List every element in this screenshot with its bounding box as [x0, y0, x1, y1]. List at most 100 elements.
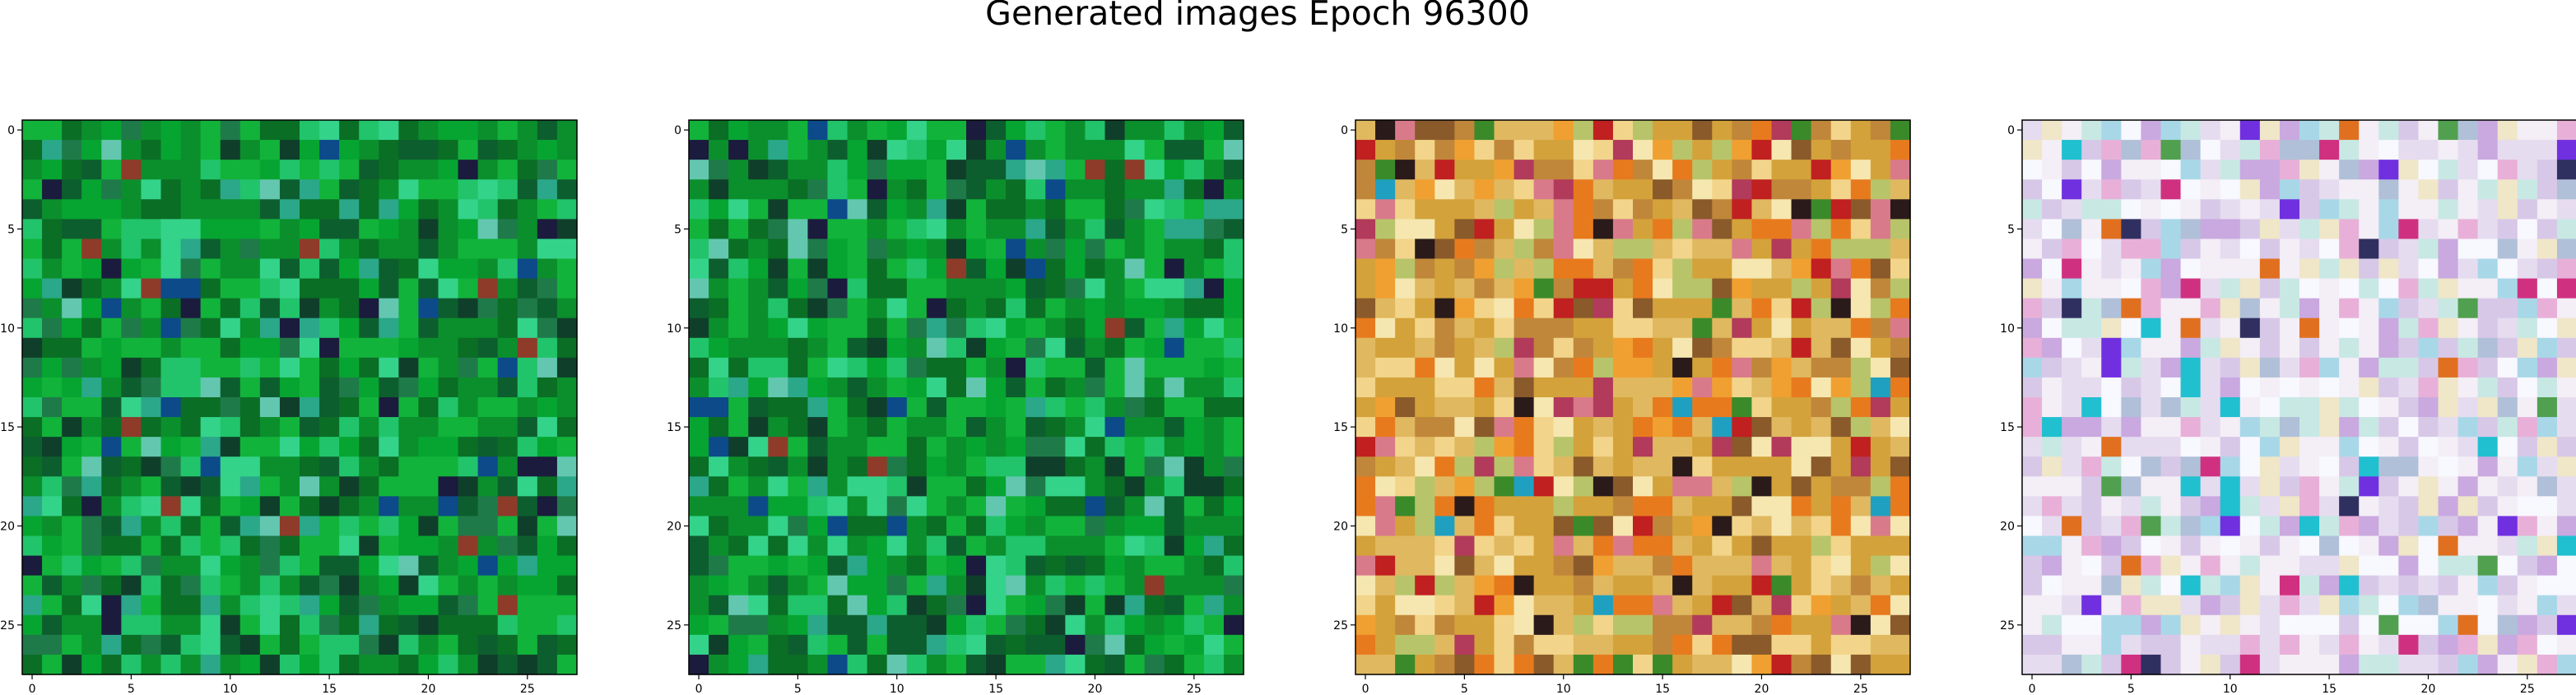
- pixel-cell: [1025, 140, 1046, 160]
- pixel-cell: [886, 179, 908, 200]
- pixel-cell: [1712, 496, 1732, 517]
- pixel-cell: [2022, 595, 2043, 616]
- pixel-cell: [1395, 219, 1416, 240]
- pixel-cell: [1514, 417, 1535, 438]
- pixel-cell: [1751, 595, 1773, 616]
- pixel-cell: [1025, 397, 1046, 418]
- pixel-cell: [906, 417, 928, 438]
- pixel-cell: [1653, 298, 1673, 319]
- pixel-cell: [300, 239, 320, 260]
- pixel-cell: [556, 555, 578, 577]
- pixel-cell: [2319, 614, 2340, 636]
- pixel-cell: [2220, 654, 2241, 675]
- pixel-cell: [886, 160, 908, 180]
- pixel-cell: [1474, 595, 1495, 616]
- pixel-cell: [2359, 456, 2379, 477]
- pixel-cell: [2438, 476, 2459, 497]
- pixel-cell: [2200, 258, 2221, 280]
- pixel-cell: [319, 555, 340, 577]
- pixel-cell: [22, 456, 43, 477]
- pixel-cell: [2536, 496, 2558, 517]
- pixel-cell: [180, 496, 202, 517]
- pixel-cell: [2200, 595, 2221, 616]
- pixel-cell: [180, 456, 202, 477]
- pixel-cell: [1553, 357, 1574, 378]
- pixel-cell: [22, 219, 43, 240]
- pixel-cell: [2457, 535, 2479, 557]
- pixel-cell: [1085, 160, 1106, 180]
- pixel-cell: [867, 357, 888, 378]
- pixel-cell: [1553, 595, 1574, 616]
- pixel-cell: [1434, 179, 1455, 200]
- pixel-cell: [1751, 258, 1773, 280]
- pixel-cell: [2497, 654, 2518, 675]
- pixel-cell: [200, 120, 221, 141]
- pixel-cell: [1573, 298, 1594, 319]
- pixel-cell: [458, 160, 479, 180]
- pixel-cell: [1633, 278, 1653, 299]
- pixel-cell: [847, 258, 868, 280]
- pixel-cell: [2180, 575, 2202, 596]
- pixel-cell: [1791, 614, 1812, 636]
- pixel-cell: [2497, 595, 2518, 616]
- pixel-cell: [2536, 654, 2558, 675]
- pixel-cell: [1355, 357, 1376, 378]
- pixel-cell: [2081, 298, 2102, 319]
- pixel-cell: [788, 595, 809, 616]
- pixel-cell: [2477, 357, 2499, 378]
- pixel-cell: [2239, 476, 2261, 497]
- pixel-cell: [1732, 476, 1753, 497]
- pixel-cell: [101, 654, 122, 675]
- pixel-cell: [2319, 535, 2340, 557]
- pixel-cell: [1514, 219, 1535, 240]
- pixel-cell: [1830, 555, 1852, 577]
- pixel-cell: [1006, 397, 1026, 418]
- pixel-cell: [2418, 357, 2439, 378]
- pixel-cell: [2160, 357, 2182, 378]
- pixel-cell: [1751, 397, 1773, 418]
- pixel-cell: [1415, 377, 1435, 398]
- pixel-cell: [200, 357, 221, 378]
- pixel-cell: [2180, 357, 2202, 378]
- pixel-cell: [2081, 417, 2102, 438]
- pixel-cell: [2279, 516, 2300, 537]
- pixel-cell: [2022, 377, 2043, 398]
- pixel-cell: [709, 437, 729, 457]
- pixel-cell: [121, 496, 142, 517]
- pixel-cell: [1045, 437, 1066, 457]
- pixel-cell: [2517, 219, 2538, 240]
- pixel-cell: [2477, 476, 2499, 497]
- pixel-cell: [2497, 575, 2518, 596]
- pixel-cell: [2497, 357, 2518, 378]
- pixel-cell: [458, 476, 479, 497]
- pixel-cell: [2220, 377, 2241, 398]
- pixel-cell: [1454, 278, 1476, 299]
- pixel-cell: [1454, 614, 1476, 636]
- pixel-cell: [200, 476, 221, 497]
- pixel-cell: [926, 337, 947, 359]
- pixel-cell: [1791, 496, 1812, 517]
- pixel-cell: [2042, 258, 2062, 280]
- pixel-cell: [141, 357, 162, 378]
- pixel-cell: [2141, 437, 2162, 457]
- pixel-cell: [1144, 476, 1165, 497]
- pixel-cell: [788, 456, 809, 477]
- pixel-cell: [2536, 120, 2558, 141]
- pixel-cell: [1375, 456, 1396, 477]
- pixel-cell: [1850, 357, 1872, 378]
- pixel-cell: [2121, 179, 2142, 200]
- pixel-cell: [1065, 219, 1086, 240]
- pixel-cell: [1183, 357, 1205, 378]
- pixel-cell: [101, 555, 122, 577]
- pixel-cell: [200, 298, 221, 319]
- pixel-cell: [1415, 496, 1435, 517]
- pixel-cell: [1085, 337, 1106, 359]
- pixel-cell: [1553, 317, 1574, 339]
- pixel-cell: [2279, 199, 2300, 220]
- pixel-cell: [986, 120, 1007, 141]
- pixel-cell: [2378, 496, 2399, 517]
- pixel-cell: [398, 298, 420, 319]
- pixel-cell: [1553, 278, 1574, 299]
- pixel-cell: [1870, 258, 1891, 280]
- pixel-cell: [458, 377, 479, 398]
